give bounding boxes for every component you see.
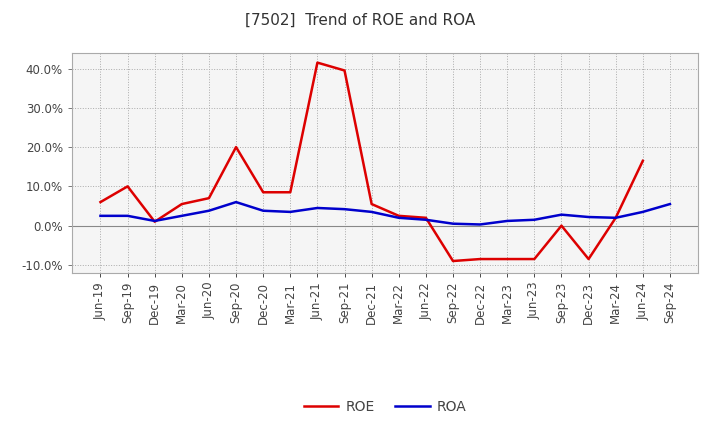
Line: ROE: ROE xyxy=(101,62,643,261)
ROE xyxy=(286,190,294,195)
ROE xyxy=(639,158,647,164)
ROA xyxy=(178,213,186,219)
ROA xyxy=(421,217,430,222)
ROA xyxy=(449,221,457,226)
ROE xyxy=(557,223,566,228)
ROE xyxy=(204,195,213,201)
ROA xyxy=(96,213,105,219)
ROA xyxy=(584,214,593,220)
ROA xyxy=(367,209,376,215)
ROE xyxy=(584,257,593,262)
ROA xyxy=(611,215,620,220)
Text: [7502]  Trend of ROE and ROA: [7502] Trend of ROE and ROA xyxy=(245,13,475,28)
ROA xyxy=(639,209,647,215)
ROA xyxy=(341,206,349,212)
ROE xyxy=(421,215,430,220)
ROE xyxy=(503,257,511,262)
ROE xyxy=(259,190,268,195)
ROA xyxy=(286,209,294,215)
ROE xyxy=(611,215,620,220)
ROE xyxy=(367,202,376,207)
ROE xyxy=(123,184,132,189)
ROE xyxy=(178,202,186,207)
ROA xyxy=(503,218,511,224)
ROA xyxy=(530,217,539,222)
ROE xyxy=(476,257,485,262)
ROE xyxy=(313,60,322,65)
ROA xyxy=(313,205,322,211)
ROA xyxy=(665,202,674,207)
ROE xyxy=(150,219,159,224)
ROE xyxy=(96,199,105,205)
ROE xyxy=(449,258,457,264)
ROA xyxy=(476,222,485,227)
ROA xyxy=(232,199,240,205)
ROE xyxy=(395,213,403,219)
Line: ROA: ROA xyxy=(101,202,670,224)
ROE xyxy=(341,68,349,73)
ROA xyxy=(123,213,132,219)
ROA xyxy=(150,218,159,224)
ROE xyxy=(530,257,539,262)
ROE xyxy=(232,144,240,150)
ROA xyxy=(395,215,403,220)
ROA xyxy=(204,208,213,213)
Legend: ROE, ROA: ROE, ROA xyxy=(298,394,472,419)
ROA xyxy=(259,208,268,213)
ROA xyxy=(557,212,566,217)
